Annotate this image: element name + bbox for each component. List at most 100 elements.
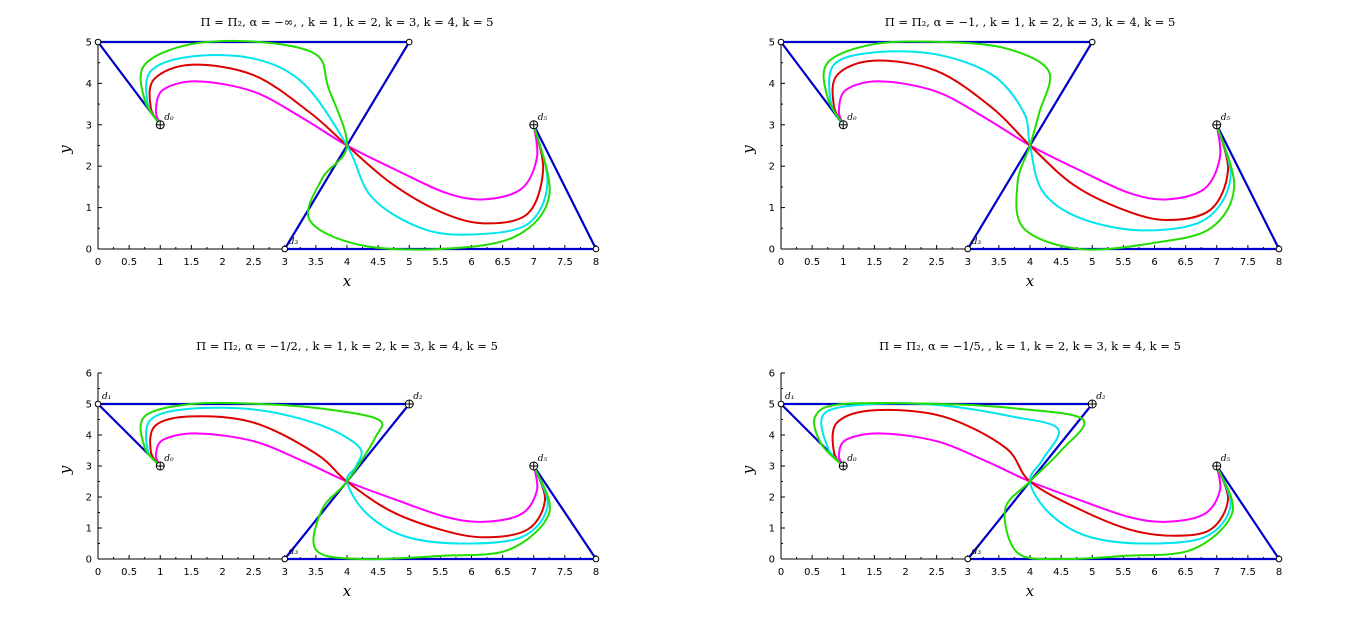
y-tick-label: 1 (769, 203, 775, 214)
x-tick-label: 6 (1151, 257, 1157, 268)
chart-title: Π = Π₂, α = −1, , k = 1, k = 2, k = 3, k… (885, 15, 1176, 29)
x-tick-label: 2.5 (246, 257, 262, 268)
chart-svg: Π = Π₂, α = −1/2, , k = 1, k = 2, k = 3,… (56, 339, 600, 600)
series-line-2 (831, 408, 1229, 537)
y-tick-label: 1 (86, 203, 92, 214)
series-line-4 (822, 40, 1236, 251)
x-axis-label: x (343, 272, 352, 290)
y-axis-label: y (56, 465, 74, 475)
x-tick-label: 4.5 (370, 567, 386, 578)
x-tick-label: 7 (531, 567, 537, 578)
y-tick-label: 2 (769, 162, 775, 173)
x-tick-label: 5.5 (1115, 257, 1131, 268)
control-point-marker (964, 245, 972, 253)
series-line-4 (139, 39, 551, 251)
x-tick-label: 1.5 (183, 257, 199, 268)
y-tick-label: 5 (86, 38, 92, 49)
y-tick-label: 3 (86, 462, 92, 473)
x-tick-label: 2 (219, 567, 225, 578)
x-tick-label: 6 (1151, 567, 1157, 578)
x-axis-label: x (1026, 272, 1035, 290)
x-tick-label: 3.5 (308, 567, 324, 578)
y-tick-label: 0 (86, 245, 92, 256)
x-tick-label: 6.5 (495, 567, 511, 578)
control-point-label: d₁ (102, 392, 111, 402)
control-point-marker (94, 38, 102, 46)
control-point-marker (777, 38, 785, 46)
series-line-2 (831, 59, 1229, 222)
control-point-marker (964, 555, 972, 563)
x-tick-label: 8 (1276, 257, 1282, 268)
x-tick-label: 4.5 (1053, 567, 1069, 578)
y-tick-label: 6 (86, 369, 92, 380)
x-tick-label: 6.5 (1178, 257, 1194, 268)
chart-top-right: Π = Π₂, α = −1, , k = 1, k = 2, k = 3, k… (683, 0, 1366, 310)
x-tick-label: 3.5 (991, 257, 1007, 268)
control-point-label: d₅ (538, 454, 548, 464)
x-tick-label: 3.5 (308, 257, 324, 268)
x-tick-label: 7 (1214, 567, 1220, 578)
x-tick-label: 6.5 (1178, 567, 1194, 578)
x-tick-label: 0.5 (804, 257, 820, 268)
y-tick-label: 2 (86, 162, 92, 173)
x-tick-label: 4 (1027, 257, 1033, 268)
chart-svg: Π = Π₂, α = −1/5, , k = 1, k = 2, k = 3,… (739, 339, 1283, 600)
x-tick-label: 2 (902, 567, 908, 578)
x-tick-label: 7.5 (557, 567, 573, 578)
x-tick-label: 6 (468, 257, 474, 268)
x-tick-label: 2.5 (929, 257, 945, 268)
x-tick-label: 7.5 (1240, 567, 1256, 578)
x-tick-label: 0.5 (121, 257, 137, 268)
x-tick-label: 3 (965, 567, 971, 578)
y-tick-label: 2 (769, 493, 775, 504)
series-line-4 (813, 401, 1234, 561)
x-tick-label: 2 (219, 257, 225, 268)
y-tick-label: 0 (769, 555, 775, 566)
x-tick-label: 0 (778, 257, 784, 268)
chart-bottom-right: Π = Π₂, α = −1/5, , k = 1, k = 2, k = 3,… (683, 310, 1366, 620)
y-tick-label: 2 (86, 493, 92, 504)
y-tick-label: 3 (769, 120, 775, 131)
control-point-label: d₃ (289, 547, 299, 557)
x-tick-label: 3 (282, 257, 288, 268)
control-point-label: d₀ (164, 113, 174, 123)
chart-top-left: Π = Π₂, α = −∞, , k = 1, k = 2, k = 3, k… (0, 0, 683, 310)
y-axis-label: y (56, 145, 74, 155)
x-tick-label: 1.5 (866, 257, 882, 268)
y-tick-label: 4 (769, 79, 775, 90)
control-point-label: d₃ (972, 237, 982, 247)
x-tick-label: 7 (531, 257, 537, 268)
x-tick-label: 4.5 (370, 257, 386, 268)
y-tick-label: 5 (769, 38, 775, 49)
control-point-marker (281, 555, 289, 563)
control-point-label: d₂ (413, 392, 423, 402)
y-axis-label: y (739, 465, 757, 475)
x-tick-label: 3 (965, 257, 971, 268)
control-point-marker (94, 400, 102, 408)
x-tick-label: 2.5 (246, 567, 262, 578)
x-tick-label: 6.5 (495, 257, 511, 268)
x-tick-label: 4 (1027, 567, 1033, 578)
control-point-label: d₅ (538, 113, 548, 123)
series-line-3 (828, 50, 1232, 232)
control-point-label: d₀ (164, 454, 174, 464)
x-tick-label: 3.5 (991, 567, 1007, 578)
y-tick-label: 0 (86, 555, 92, 566)
x-tick-label: 5 (1089, 567, 1095, 578)
x-tick-label: 1 (840, 567, 846, 578)
x-tick-label: 0.5 (804, 567, 820, 578)
x-tick-label: 5 (1089, 257, 1095, 268)
x-tick-label: 1.5 (866, 567, 882, 578)
chart-svg: Π = Π₂, α = −1, , k = 1, k = 2, k = 3, k… (739, 15, 1283, 290)
control-point-label: d₃ (289, 237, 299, 247)
y-tick-label: 5 (86, 400, 92, 411)
x-tick-label: 4 (344, 257, 350, 268)
control-point-label: d₂ (1096, 392, 1106, 402)
x-tick-label: 0.5 (121, 567, 137, 578)
control-point-label: d₀ (847, 113, 857, 123)
y-tick-label: 0 (769, 245, 775, 256)
control-point-marker (405, 38, 413, 46)
x-tick-label: 6 (468, 567, 474, 578)
x-tick-label: 2 (902, 257, 908, 268)
y-tick-label: 3 (86, 120, 92, 131)
